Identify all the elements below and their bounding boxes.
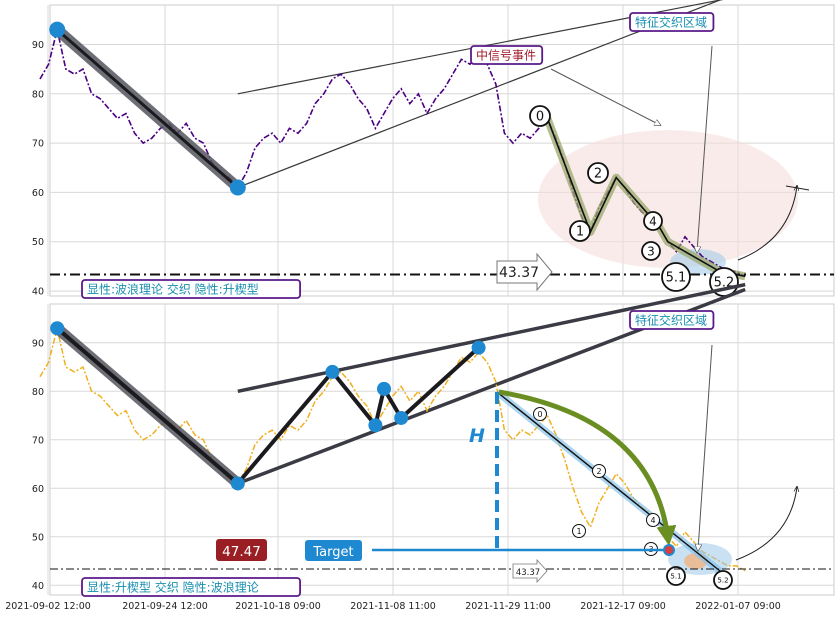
- bottom-y-tick-label: 80: [32, 387, 44, 398]
- pivot-point: [229, 179, 246, 196]
- bottom-projection-arrow: [735, 487, 797, 561]
- wave-label: 4: [650, 516, 655, 525]
- wave-label: 5.1: [666, 271, 687, 286]
- pattern-label-bottom-box: [81, 577, 301, 597]
- pattern-label-top: 显性:波浪理论 交织 隐性:升楔型: [87, 282, 259, 297]
- wave-label: 2: [594, 167, 602, 182]
- bottom-y-tick-label: 40: [32, 581, 44, 592]
- wave-label: 2: [596, 467, 601, 476]
- wave-label-circle: [587, 162, 609, 184]
- x-tick-label: 2022-01-07 09:00: [695, 601, 781, 612]
- level-tag-label: 43.37: [499, 265, 539, 281]
- wave-label: 3: [647, 244, 655, 258]
- x-tick-label: 2021-09-02 12:00: [5, 601, 91, 612]
- bottom-level-tag-shape: [512, 558, 548, 584]
- target-point: [663, 544, 675, 556]
- wave-label: 5.1: [670, 573, 681, 581]
- top-y-tick-label: 70: [32, 139, 44, 150]
- pattern-label-bottom: 显性:升楔型 交织 隐性:波浪理论: [87, 580, 259, 595]
- wave-label: 4: [649, 214, 657, 228]
- bottom-price-line: [39, 328, 746, 572]
- wave-label: 0: [537, 410, 542, 419]
- zigzag-pivot: [471, 340, 486, 355]
- wave-label-circle: [592, 464, 606, 478]
- pattern-label-top-box: [81, 279, 301, 299]
- x-tick-label: 2021-09-24 12:00: [122, 601, 208, 612]
- top-y-tick-label: 40: [32, 287, 44, 298]
- wave-label: 1: [576, 527, 581, 536]
- bottom-y-tick-label: 70: [32, 435, 44, 446]
- zigzag-pivot: [325, 364, 340, 379]
- x-axis: 2021-09-02 12:00 2021-09-24 12:00 2021-10-…: [5, 601, 781, 612]
- top-y-tick-label: 90: [32, 40, 44, 51]
- bottom-y-tick-label: 90: [32, 338, 44, 349]
- zone-label-top-box: [629, 12, 715, 32]
- x-tick-label: 2021-12-17 09:00: [580, 601, 666, 612]
- bottom-zone-arrow: [698, 344, 713, 550]
- zone-label-top: 特征交织区域: [635, 15, 707, 30]
- target-label: Target: [312, 545, 353, 560]
- target-value: 47.47: [222, 544, 261, 560]
- zigzag-pivot: [368, 418, 383, 433]
- zone-label-bottom: 特征交织区域: [635, 313, 707, 328]
- wave-label-circle: [666, 566, 686, 586]
- zone-arrow: [697, 45, 713, 252]
- bottom-y-tick-label: 50: [32, 532, 44, 543]
- top-y-tick-label: 60: [32, 188, 44, 199]
- top-y-tick-label: 50: [32, 237, 44, 248]
- top-pattern-core: [56, 28, 239, 189]
- wave-label-circle: [713, 570, 733, 590]
- wave-label: 0: [536, 110, 544, 125]
- bottom-level-tag-label: 43.37: [516, 568, 540, 578]
- projection-cap: [785, 185, 810, 191]
- height-label: H: [469, 425, 485, 447]
- breakdown-line: [496, 391, 721, 572]
- zigzag-pivot: [377, 381, 391, 396]
- wave-label-circle: [641, 241, 661, 261]
- wave-label-circle: [569, 220, 591, 242]
- zigzag-pivot: [50, 321, 65, 336]
- zone-label-bottom-box: [629, 310, 715, 330]
- wave-label-circle: [529, 105, 551, 127]
- signal-label: 中信号事件: [476, 48, 536, 63]
- pivot-point: [49, 21, 66, 38]
- level-tag-shape: [496, 252, 553, 292]
- x-tick-label: 2021-11-08 11:00: [350, 601, 436, 612]
- wave-label-circle: [572, 524, 586, 538]
- target-label-box: [305, 540, 362, 561]
- top-y-tick-label: 80: [32, 89, 44, 100]
- x-tick-label: 2021-11-29 11:00: [465, 601, 551, 612]
- signal-arrow: [550, 68, 660, 125]
- projection-arc: [498, 389, 677, 546]
- target-value-box: [216, 539, 267, 561]
- wave-label: 5.2: [717, 577, 728, 585]
- wave-label: 1: [576, 225, 584, 240]
- wave-label-circle: [643, 211, 663, 231]
- x-tick-label: 2021-10-18 09:00: [235, 601, 321, 612]
- wave-label-circle: [646, 513, 660, 527]
- channel-line: [237, 0, 724, 95]
- wave-label-circle: [661, 262, 691, 292]
- wave-label-circle: [533, 407, 547, 421]
- bottom-panel: 405060708090012345.15.2HTarget47.4743.37…: [32, 282, 835, 597]
- bottom-channel-line: [237, 282, 746, 394]
- bottom-y-tick-label: 60: [32, 484, 44, 495]
- signal-label-box: [470, 45, 544, 65]
- projection-arrow: [737, 186, 797, 261]
- zigzag-pivot: [394, 410, 409, 425]
- zigzag-pivot: [230, 476, 245, 491]
